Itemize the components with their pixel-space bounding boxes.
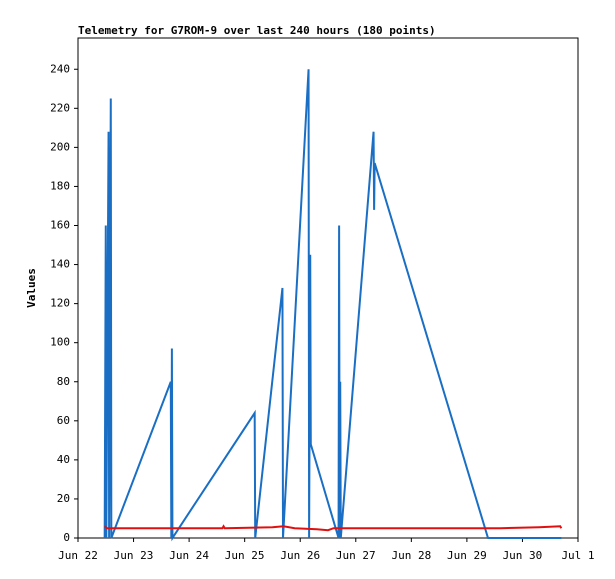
x-tick-label: Jun 25 — [225, 549, 265, 562]
y-tick-label: 20 — [57, 492, 70, 505]
x-tick-label: Jul 1 — [561, 549, 594, 562]
y-tick-label: 180 — [50, 179, 70, 192]
x-tick-label: Jun 22 — [58, 549, 98, 562]
y-tick-label: 0 — [63, 531, 70, 544]
y-tick-label: 220 — [50, 101, 70, 114]
y-tick-label: 200 — [50, 140, 70, 153]
x-tick-label: Jun 23 — [114, 549, 154, 562]
chart-title: Telemetry for G7ROM-9 over last 240 hour… — [78, 24, 436, 37]
y-tick-label: 80 — [57, 375, 70, 388]
x-tick-label: Jun 26 — [280, 549, 320, 562]
y-tick-label: 100 — [50, 336, 70, 349]
y-axis-label: Values — [25, 268, 38, 308]
x-tick-label: Jun 27 — [336, 549, 376, 562]
y-tick-label: 240 — [50, 62, 70, 75]
data-line — [104, 524, 563, 532]
x-tick-label: Jun 28 — [391, 549, 431, 562]
y-tick-label: 120 — [50, 297, 70, 310]
x-tick-label: Jun 29 — [447, 549, 487, 562]
y-tick-label: 160 — [50, 219, 70, 232]
y-tick-label: 60 — [57, 414, 70, 427]
data-line — [103, 69, 562, 542]
plot-frame — [77, 37, 579, 539]
y-tick-label: 40 — [57, 453, 70, 466]
x-tick-label: Jun 30 — [503, 549, 543, 562]
y-tick-label: 140 — [50, 258, 70, 271]
x-tick-label: Jun 24 — [169, 549, 209, 562]
